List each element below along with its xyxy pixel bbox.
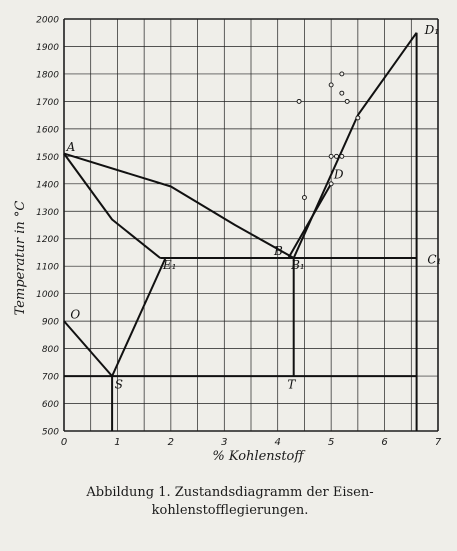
x-tick-label: 1 [114,437,120,448]
y-tick-label: 1500 [36,153,59,163]
y-axis-label: Temperatur in °C [13,201,28,316]
caption-line-2: kohlenstofflegierungen. [151,503,309,518]
y-tick-label: 1000 [36,290,59,300]
point-labels: A D₁ D B B₁ E₁ C₁ O S T [66,23,442,391]
x-tick-label: 4 [275,437,281,448]
y-tick-label: 1600 [36,125,59,135]
y-tick-label: 500 [42,428,59,438]
x-tick-label: 6 [381,437,387,448]
phase-curves [63,32,418,431]
point-label: B [273,244,283,258]
axis-ticks: 0 1 2 3 4 5 6 7 500 600 700 800 900 1000 1100 1200 1300 1… [36,16,442,449]
point-label: B₁ [290,258,305,272]
x-tick-label: 3 [221,437,227,448]
data-point [339,90,345,96]
y-tick-label: 2000 [36,16,59,26]
y-tick-label: 1700 [36,98,59,108]
y-tick-label: 1900 [36,43,59,53]
y-tick-label: 1200 [36,235,59,245]
point-label: D₁ [424,23,439,37]
point-label: O [70,307,80,321]
y-tick-label: 1400 [36,180,59,190]
point-label: E₁ [162,258,177,272]
y-tick-label: 1800 [36,70,59,80]
data-point [334,153,339,159]
data-point [328,153,334,159]
phase-line [292,32,418,259]
data-point [301,195,307,200]
y-tick-label: 1100 [36,263,59,273]
grid [63,18,439,432]
data-point [339,71,345,77]
y-tick-label: 1300 [36,208,59,218]
phase-line [63,152,295,259]
data-point [344,98,350,104]
y-tick-label: 900 [42,318,59,328]
data-points [296,71,361,200]
x-tick-label: 0 [61,437,67,448]
y-tick-label: 700 [42,373,59,383]
point-label: A [66,140,76,154]
point-label: C₁ [427,252,441,266]
y-tick-label: 600 [42,400,59,410]
data-point [339,153,345,159]
x-tick-label: 2 [168,437,174,448]
phase-line [111,257,167,377]
data-point [355,115,361,121]
x-axis-label: % Kohlenstoff [212,449,306,464]
point-label: D [333,167,344,181]
data-point [328,181,334,187]
y-tick-label: 800 [42,345,59,355]
point-label: S [115,377,123,391]
point-label: T [287,377,296,391]
data-point [328,82,334,88]
phase-line [63,153,161,259]
phase-line [63,320,113,377]
x-tick-label: 7 [435,437,442,448]
x-tick-label: 5 [328,437,334,448]
data-point [296,98,302,104]
caption-line-1: Abbildung 1. Zustandsdiagramm der Eisen- [86,485,374,500]
phase-line [287,183,332,259]
